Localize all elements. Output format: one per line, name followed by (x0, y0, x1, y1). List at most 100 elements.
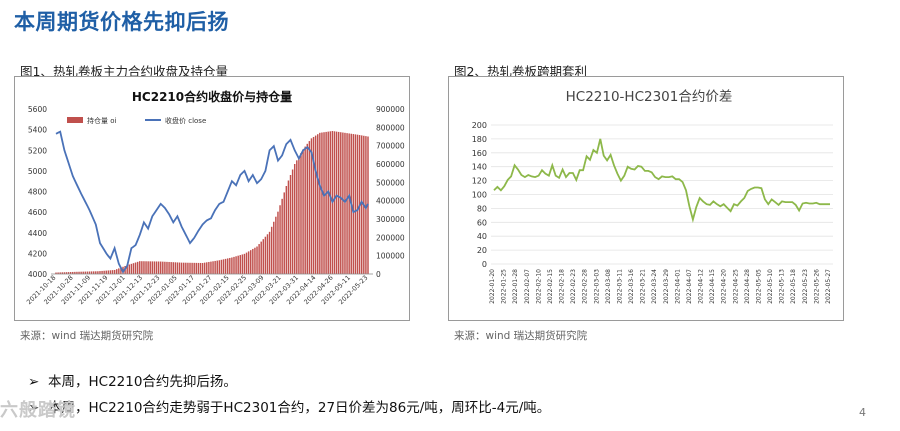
oi-bar (337, 131, 340, 274)
oi-bar (239, 255, 242, 274)
y-left-tick-label: 5200 (28, 146, 47, 155)
x-tick-label: 2022-01-28 (512, 269, 519, 304)
oi-bar (262, 239, 265, 274)
oi-bar (254, 247, 256, 274)
oi-bar (203, 262, 206, 274)
oi-bar (191, 262, 193, 274)
oi-bar (256, 246, 258, 274)
oi-bar (115, 269, 118, 274)
spread-line (493, 138, 830, 223)
oi-bar (270, 226, 273, 274)
oi-bar (65, 272, 68, 274)
oi-bar (354, 134, 357, 274)
figure2-caption: 图2、热轧卷板跨期套利 (454, 64, 587, 79)
oi-bar (302, 149, 304, 274)
oi-bar (250, 250, 252, 274)
oi-bar (128, 264, 131, 274)
oi-bar (224, 258, 227, 274)
oi-bar (113, 269, 116, 274)
y-left-tick-label: 5000 (28, 167, 47, 176)
oi-bar (245, 252, 248, 274)
oi-bar (82, 271, 84, 274)
y-right-tick-label: 100000 (376, 252, 405, 261)
bullet-1: ➢ 本周，HC2210合约先抑后扬。 (28, 370, 237, 390)
oi-bar (277, 211, 279, 274)
oi-bar (159, 261, 162, 274)
oi-bar (319, 132, 321, 274)
oi-bar (325, 131, 327, 274)
y-left-tick-label: 4600 (28, 208, 47, 217)
y-tick-label: 80 (477, 204, 487, 213)
oi-bar (229, 257, 231, 274)
chart1-legend: 持仓量 oi 收盘价 close (67, 116, 206, 125)
chart1-title: HC2210合约收盘价与持仓量 (132, 89, 292, 104)
oi-bar (153, 261, 156, 274)
x-tick-label: 2022-05-23 (802, 269, 809, 304)
chart1-source: 来源：wind 瑞达期货研究院 (20, 330, 154, 342)
oi-bar (101, 270, 103, 274)
oi-bar (289, 175, 292, 274)
oi-bar (172, 262, 174, 274)
oi-bar (139, 261, 141, 274)
y-tick-label: 160 (472, 149, 487, 158)
oi-bar (99, 271, 101, 274)
watermark-logo: 六般踏镜 (0, 396, 76, 422)
x-tick-label: 2022-03-03 (593, 269, 600, 304)
page-number: 4 (859, 406, 866, 419)
oi-bar (136, 261, 139, 274)
oi-bar (147, 261, 149, 274)
oi-bar (323, 132, 325, 274)
x-tick-label: 2022-02-23 (570, 269, 577, 304)
oi-bar (300, 153, 302, 274)
oi-bar (130, 263, 133, 274)
legend-label-oi: 持仓量 oi (87, 116, 117, 125)
y-left-tick-label: 5400 (28, 126, 47, 135)
x-tick-label: 2022-04-20 (721, 269, 728, 304)
oi-bar (212, 261, 214, 274)
y-left-tick-label: 4000 (28, 270, 47, 279)
oi-bar (306, 143, 309, 274)
oi-bar (120, 267, 122, 274)
oi-bar (145, 261, 147, 274)
oi-bar (109, 270, 112, 274)
bullet-1-marker: ➢ (28, 374, 40, 390)
oi-bar (321, 132, 323, 274)
oi-bar (233, 256, 235, 274)
oi-bar (76, 271, 78, 274)
oi-bar (92, 271, 95, 274)
x-tick-label: 2022-04-15 (709, 269, 716, 304)
oi-bar (107, 270, 110, 274)
oi-bar (285, 186, 288, 274)
x-tick-label: 2022-04-28 (744, 269, 751, 304)
x-tick-label: 2022-03-24 (651, 269, 658, 304)
chart1-frame: HC2210合约收盘价与持仓量 持仓量 oi 收盘价 close 4000 420… (14, 76, 410, 321)
oi-bar (310, 138, 313, 274)
oi-bar (287, 180, 290, 274)
y-right-tick-label: 900000 (376, 105, 405, 114)
x-tick-label: 2022-02-15 (547, 269, 554, 304)
y-right-tick-label: 400000 (376, 197, 405, 206)
oi-bar (279, 205, 281, 274)
oi-bar (235, 256, 237, 274)
y-right-tick-label: 200000 (376, 233, 405, 242)
y-left-tick-label: 4800 (28, 188, 47, 197)
oi-bar (342, 132, 344, 274)
oi-bar (275, 216, 277, 274)
oi-bar (327, 131, 329, 274)
oi-bar (57, 272, 59, 274)
chart2-frame: HC2210-HC2301合约价差 0 20 40 60 80 100 120 140 160 1… (448, 76, 844, 321)
figure1-caption: 图1、热轧卷板主力合约收盘及持仓量 (20, 64, 228, 79)
oi-bar (258, 244, 260, 274)
oi-bar (74, 271, 76, 274)
y-tick-label: 180 (472, 135, 487, 144)
oi-bar (210, 261, 212, 274)
oi-bar (55, 272, 57, 274)
y-tick-label: 120 (472, 177, 487, 186)
oi-bar (176, 262, 179, 274)
bullet-2-marker: ➢ (28, 400, 40, 416)
x-tick-label: 2022-02-07 (524, 269, 531, 304)
oi-bar (340, 132, 342, 274)
chart2-title: HC2210-HC2301合约价差 (566, 89, 733, 105)
x-tick-label: 2022-02-10 (535, 269, 542, 304)
oi-bar (182, 262, 185, 274)
